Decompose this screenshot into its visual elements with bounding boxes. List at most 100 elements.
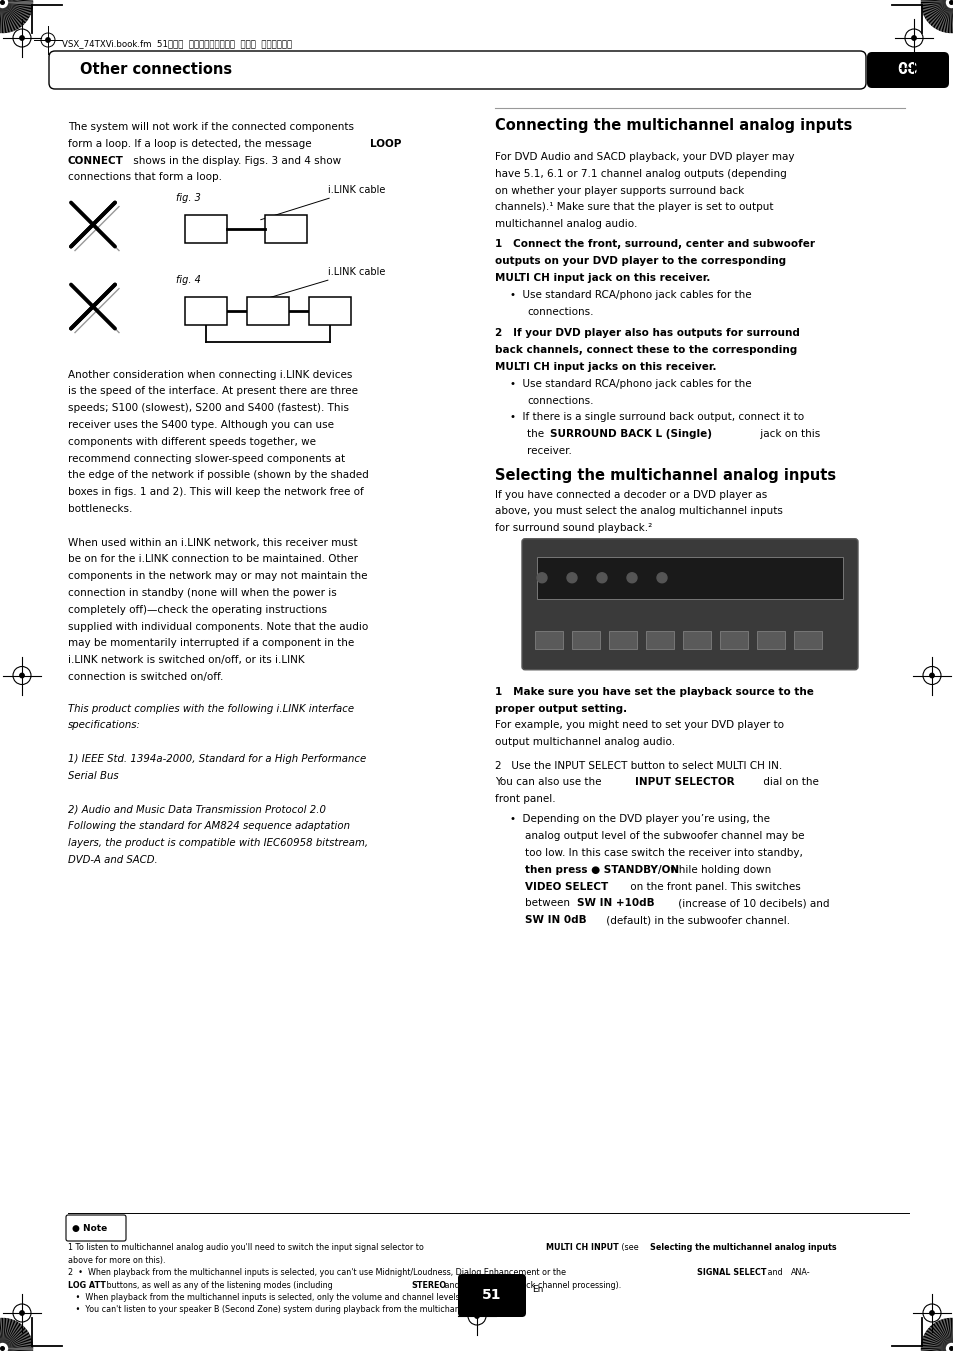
Text: The system will not work if the connected components: The system will not work if the connecte… xyxy=(68,122,354,132)
Wedge shape xyxy=(950,1,953,3)
Wedge shape xyxy=(950,3,953,31)
Text: INPUT SELECTOR: INPUT SELECTOR xyxy=(635,777,734,788)
Wedge shape xyxy=(944,3,950,32)
Wedge shape xyxy=(3,1321,17,1348)
Wedge shape xyxy=(3,1321,16,1348)
Wedge shape xyxy=(0,1325,3,1348)
Text: above for more on this).: above for more on this). xyxy=(68,1255,165,1265)
Bar xyxy=(645,631,673,648)
Wedge shape xyxy=(923,0,950,3)
Wedge shape xyxy=(950,0,953,3)
Text: buttons, as well as any of the listening modes (including: buttons, as well as any of the listening… xyxy=(104,1281,335,1289)
Wedge shape xyxy=(0,3,3,32)
Wedge shape xyxy=(0,1348,3,1351)
Wedge shape xyxy=(3,1348,32,1350)
Wedge shape xyxy=(950,3,953,30)
Wedge shape xyxy=(3,0,17,3)
Wedge shape xyxy=(934,0,950,3)
Circle shape xyxy=(0,1343,8,1351)
Wedge shape xyxy=(0,0,3,3)
Wedge shape xyxy=(950,1348,953,1351)
Text: layers, the product is compatible with IEC60958 bitstream,: layers, the product is compatible with I… xyxy=(68,838,368,848)
Wedge shape xyxy=(3,1348,30,1351)
Wedge shape xyxy=(0,1328,3,1348)
Wedge shape xyxy=(3,3,8,32)
Wedge shape xyxy=(950,1348,953,1351)
Wedge shape xyxy=(3,0,25,3)
Wedge shape xyxy=(0,3,3,31)
Wedge shape xyxy=(950,1343,953,1348)
Wedge shape xyxy=(0,1337,3,1348)
Wedge shape xyxy=(923,3,950,15)
Wedge shape xyxy=(3,1348,4,1351)
Wedge shape xyxy=(922,1348,950,1351)
Wedge shape xyxy=(3,1319,4,1348)
Wedge shape xyxy=(950,1319,953,1348)
Wedge shape xyxy=(3,1348,28,1351)
Wedge shape xyxy=(928,1348,950,1351)
Text: i.LINK cable: i.LINK cable xyxy=(255,266,385,301)
Wedge shape xyxy=(950,3,953,31)
Wedge shape xyxy=(937,3,950,30)
Wedge shape xyxy=(1,1348,3,1351)
Wedge shape xyxy=(921,1348,950,1351)
Text: You can also use the: You can also use the xyxy=(495,777,604,788)
Bar xyxy=(247,297,289,324)
Wedge shape xyxy=(950,3,953,27)
Text: When used within an i.LINK network, this receiver must: When used within an i.LINK network, this… xyxy=(68,538,357,547)
Wedge shape xyxy=(921,1344,950,1348)
Text: supplied with individual components. Note that the audio: supplied with individual components. Not… xyxy=(68,621,368,631)
Wedge shape xyxy=(3,3,25,24)
Text: This product complies with the following i.LINK interface: This product complies with the following… xyxy=(68,704,354,713)
Wedge shape xyxy=(950,0,953,3)
Text: 51: 51 xyxy=(482,1288,501,1302)
Wedge shape xyxy=(925,3,950,20)
Wedge shape xyxy=(0,1331,3,1348)
Wedge shape xyxy=(930,1325,950,1348)
Wedge shape xyxy=(3,0,29,3)
Text: components in the network may or may not maintain the: components in the network may or may not… xyxy=(68,571,367,581)
Wedge shape xyxy=(933,1324,950,1348)
Text: the: the xyxy=(526,430,547,439)
Text: have 5.1, 6.1 or 7.1 channel analog outputs (depending: have 5.1, 6.1 or 7.1 channel analog outp… xyxy=(495,169,786,178)
Wedge shape xyxy=(950,1348,953,1351)
Wedge shape xyxy=(921,1,950,3)
Wedge shape xyxy=(0,0,3,3)
Wedge shape xyxy=(943,3,950,32)
Wedge shape xyxy=(0,1348,3,1351)
Circle shape xyxy=(945,0,953,8)
Wedge shape xyxy=(0,1348,3,1351)
Wedge shape xyxy=(3,1348,6,1351)
Wedge shape xyxy=(950,1348,953,1350)
Wedge shape xyxy=(950,1348,953,1351)
Wedge shape xyxy=(0,0,3,3)
Wedge shape xyxy=(928,0,950,3)
Wedge shape xyxy=(943,0,950,3)
Wedge shape xyxy=(939,1348,950,1351)
Text: Following the standard for AM824 sequence adaptation: Following the standard for AM824 sequenc… xyxy=(68,821,350,831)
Wedge shape xyxy=(950,0,953,3)
Text: •  Use standard RCA/phono jack cables for the: • Use standard RCA/phono jack cables for… xyxy=(510,289,751,300)
Wedge shape xyxy=(922,3,950,12)
Wedge shape xyxy=(3,3,11,31)
Wedge shape xyxy=(3,1332,29,1348)
Wedge shape xyxy=(922,0,950,3)
Text: i.LINK cable: i.LINK cable xyxy=(260,185,385,220)
Wedge shape xyxy=(950,0,953,3)
Wedge shape xyxy=(950,0,953,3)
Wedge shape xyxy=(0,1320,3,1348)
Wedge shape xyxy=(0,3,3,32)
Wedge shape xyxy=(0,0,3,3)
Wedge shape xyxy=(942,3,950,31)
Text: (increase of 10 decibels) and: (increase of 10 decibels) and xyxy=(675,898,828,908)
Wedge shape xyxy=(3,0,32,3)
Wedge shape xyxy=(950,1348,953,1351)
Wedge shape xyxy=(929,3,950,24)
Wedge shape xyxy=(923,1333,950,1348)
Wedge shape xyxy=(933,1348,950,1351)
Wedge shape xyxy=(950,0,953,3)
Wedge shape xyxy=(0,1333,3,1348)
Text: fig. 3: fig. 3 xyxy=(175,193,201,203)
Text: SW IN 0dB: SW IN 0dB xyxy=(524,915,586,925)
Wedge shape xyxy=(3,3,29,19)
